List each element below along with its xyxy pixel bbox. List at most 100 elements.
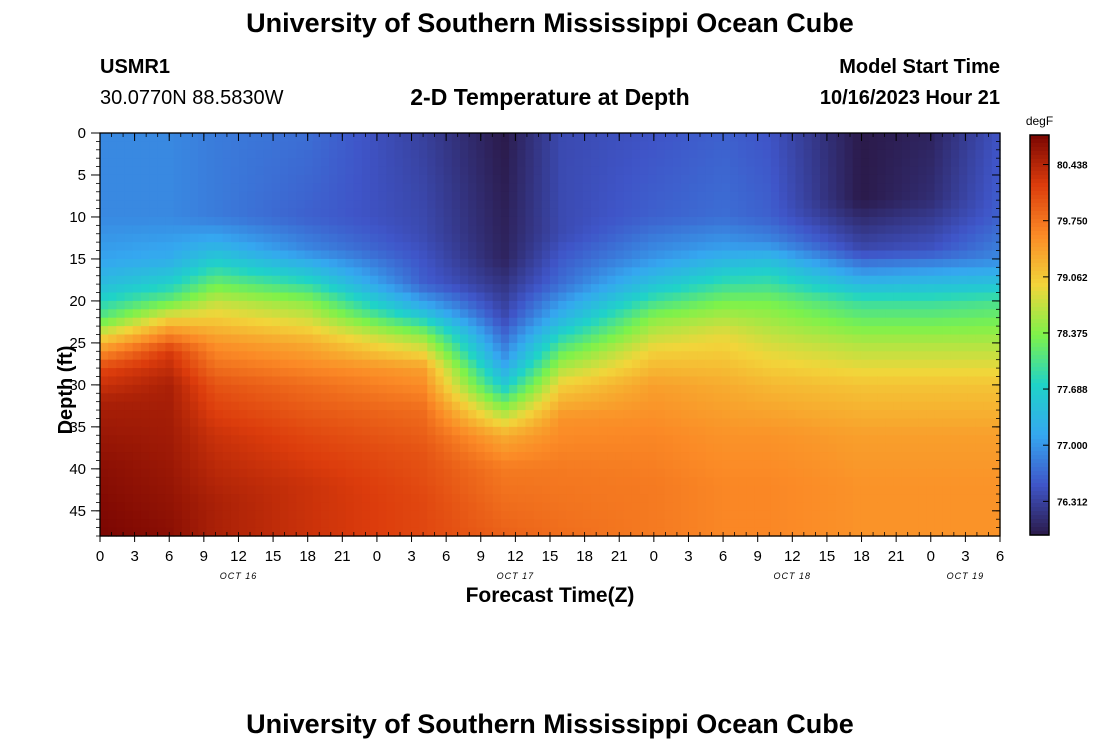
heatmap-cell <box>509 191 518 201</box>
heatmap-cell <box>582 275 592 285</box>
heatmap-cell <box>885 376 895 386</box>
heatmap-cell <box>468 174 477 184</box>
heatmap-cell <box>607 468 617 478</box>
heatmap-cell <box>280 141 289 151</box>
heatmap-cell <box>304 166 314 176</box>
heatmap-cell <box>460 435 469 445</box>
heatmap-cell <box>337 351 347 361</box>
heatmap-cell <box>378 242 387 252</box>
heatmap-cell <box>680 284 690 294</box>
heatmap-cell <box>255 368 265 378</box>
heatmap-cell <box>967 443 977 453</box>
heatmap-cell <box>869 368 878 378</box>
heatmap-cell <box>288 133 297 142</box>
heatmap-cell <box>484 284 494 294</box>
heatmap-cell <box>280 242 289 252</box>
heatmap-cell <box>795 384 805 394</box>
heatmap-cell <box>852 401 862 411</box>
heatmap-cell <box>198 208 207 218</box>
heatmap-cell <box>852 393 862 403</box>
heatmap-cell <box>239 435 248 445</box>
heatmap-cell <box>124 158 134 168</box>
heatmap-cell <box>190 485 199 495</box>
heatmap-cell <box>664 376 674 386</box>
heatmap-cell <box>664 200 674 210</box>
heatmap-cell <box>116 275 126 285</box>
heatmap-cell <box>500 191 510 201</box>
heatmap-cell <box>754 258 764 268</box>
heatmap-cell <box>721 376 731 386</box>
heatmap-cell <box>468 208 477 218</box>
heatmap-cell <box>582 174 592 184</box>
heatmap-cell <box>746 426 756 436</box>
heatmap-cell <box>770 191 780 201</box>
heatmap-cell <box>762 233 772 243</box>
heatmap-cell <box>590 426 600 436</box>
heatmap-cell <box>345 393 355 403</box>
heatmap-cell <box>410 460 420 470</box>
heatmap-cell <box>239 216 248 226</box>
heatmap-cell <box>811 233 821 243</box>
heatmap-cell <box>721 292 731 302</box>
heatmap-cell <box>582 334 592 344</box>
heatmap-cell <box>590 342 600 352</box>
heatmap-cell <box>206 258 216 268</box>
heatmap-cell <box>296 477 306 487</box>
heatmap-cell <box>271 309 281 319</box>
heatmap-cell <box>280 384 289 394</box>
heatmap-cell <box>525 225 535 235</box>
heatmap-cell <box>288 334 297 344</box>
heatmap-cell <box>443 351 453 361</box>
heatmap-cell <box>754 426 764 436</box>
heatmap-cell <box>484 410 494 420</box>
heatmap-cell <box>918 502 927 512</box>
heatmap-cell <box>680 250 690 260</box>
heatmap-cell <box>926 166 936 176</box>
heatmap-cell <box>149 342 158 352</box>
heatmap-cell <box>492 342 502 352</box>
heatmap-cell <box>967 401 977 411</box>
heatmap-cell <box>582 410 592 420</box>
heatmap-cell <box>263 233 273 243</box>
heatmap-cell <box>386 502 396 512</box>
heatmap-cell <box>271 208 281 218</box>
heatmap-cell <box>762 351 772 361</box>
heatmap-cell <box>263 418 273 428</box>
heatmap-cell <box>198 174 207 184</box>
heatmap-cell <box>460 401 469 411</box>
heatmap-cell <box>100 258 109 268</box>
heatmap-cell <box>533 141 543 151</box>
heatmap-cell <box>484 250 494 260</box>
heatmap-cell <box>918 384 927 394</box>
heatmap-cell <box>705 200 715 210</box>
heatmap-cell <box>206 494 216 504</box>
heatmap-cell <box>517 183 527 193</box>
heatmap-cell <box>680 418 690 428</box>
heatmap-cell <box>230 468 240 478</box>
heatmap-cell <box>918 149 927 159</box>
heatmap-cell <box>484 334 494 344</box>
heatmap-cell <box>329 510 338 520</box>
heatmap-cell <box>247 393 257 403</box>
heatmap-cell <box>116 510 126 520</box>
heatmap-cell <box>599 242 608 252</box>
heatmap-cell <box>836 494 846 504</box>
heatmap-cell <box>484 485 494 495</box>
heatmap-cell <box>967 494 977 504</box>
heatmap-cell <box>132 443 142 453</box>
heatmap-cell <box>460 174 469 184</box>
heatmap-cell <box>852 191 862 201</box>
heatmap-cell <box>353 334 363 344</box>
heatmap-cell <box>795 317 805 327</box>
heatmap-cell <box>779 174 788 184</box>
heatmap-cell <box>877 376 887 386</box>
heatmap-cell <box>165 183 175 193</box>
heatmap-cell <box>296 494 306 504</box>
heatmap-cell <box>394 477 404 487</box>
heatmap-cell <box>959 317 968 327</box>
heatmap-cell <box>754 443 764 453</box>
heatmap-cell <box>640 502 649 512</box>
heatmap-cell <box>836 258 846 268</box>
heatmap-cell <box>108 401 117 411</box>
heatmap-cell <box>607 359 617 369</box>
